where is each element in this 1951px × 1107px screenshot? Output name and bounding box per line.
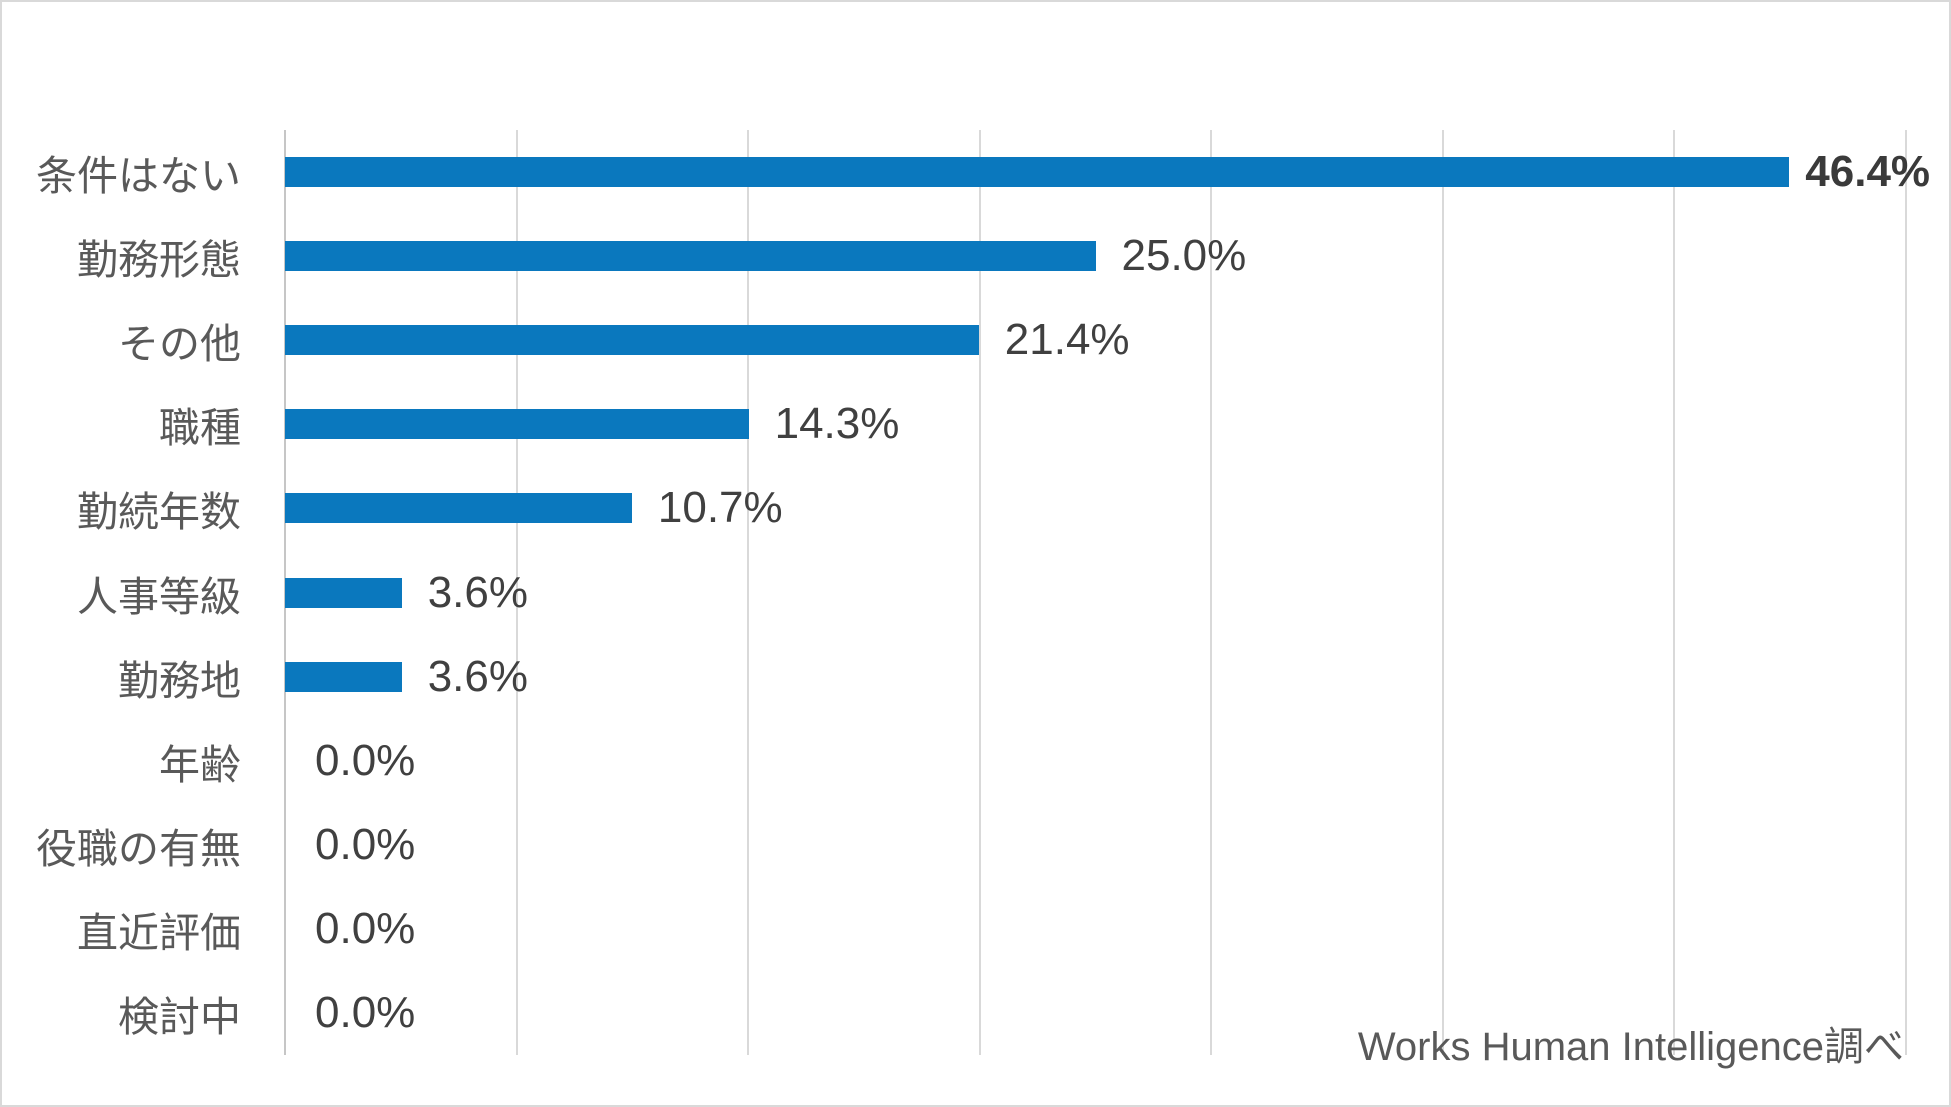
category-label: 人事等級 (77, 573, 241, 620)
category-label: その他 (118, 321, 241, 368)
bar-row: 勤続年数 10.7% (2, 466, 1906, 550)
category-label: 検討中 (118, 993, 241, 1040)
vertical-gridline (515, 130, 518, 1055)
value-label: 0.0% (315, 903, 416, 953)
vertical-gridline (1210, 130, 1213, 1055)
bar (285, 577, 402, 608)
category-label: 条件はない (36, 153, 241, 200)
bar-row: 条件はない 46.4% (2, 130, 1930, 214)
bar-zone: 0.0% (285, 719, 1906, 803)
vertical-gridline (747, 130, 750, 1055)
category-label: 役職の有無 (36, 825, 241, 872)
category-label: 勤務地 (118, 657, 241, 704)
bar (285, 157, 1790, 188)
value-label: 25.0% (1121, 231, 1247, 281)
bar-zone: 21.4% (285, 298, 1906, 382)
bar-rows: 条件はない 46.4% 勤務形態 25.0% その他 21.4% 職種 14.3% 勤続年数 10… (2, 130, 1930, 1055)
value-label: 3.6% (427, 651, 528, 701)
bar (285, 241, 1096, 272)
bar-row: 人事等級 3.6% (2, 550, 1906, 634)
value-label: 10.7% (657, 483, 783, 533)
bar-row: 職種 14.3% (2, 382, 1906, 466)
bar-row: その他 21.4% (2, 298, 1906, 382)
bar-row: 直近評価 0.0% (2, 887, 1906, 971)
bar-zone: 46.4% (285, 130, 1930, 214)
category-label: 職種 (159, 405, 241, 452)
vertical-gridline (978, 130, 981, 1055)
value-label: 3.6% (427, 567, 528, 617)
bar-zone: 14.3% (285, 382, 1906, 466)
category-label: 年齢 (159, 741, 241, 788)
bar (285, 409, 749, 440)
vertical-gridline (1905, 130, 1907, 1055)
bar (285, 661, 402, 692)
vertical-gridline (1441, 130, 1444, 1055)
bar-row: 年齢 0.0% (2, 719, 1906, 803)
value-label: 0.0% (315, 987, 416, 1037)
bar-zone: 0.0% (285, 971, 1906, 1055)
bar-zone: 3.6% (285, 635, 1906, 719)
bar-zone: 0.0% (285, 803, 1906, 887)
vertical-gridline (1673, 130, 1676, 1055)
bar-zone: 0.0% (285, 887, 1906, 971)
source-attribution: Works Human Intelligence調べ (1357, 1025, 1904, 1069)
value-label: 46.4% (1805, 147, 1931, 197)
category-label: 直近評価 (77, 909, 241, 956)
value-label: 21.4% (1004, 315, 1130, 365)
bar-row: 勤務地 3.6% (2, 635, 1906, 719)
bar (285, 325, 979, 356)
bar (285, 493, 632, 524)
category-label: 勤務形態 (77, 237, 241, 284)
bar-row: 検討中 0.0% (2, 971, 1906, 1055)
bar-row: 役職の有無 0.0% (2, 803, 1906, 887)
category-label: 勤続年数 (77, 489, 241, 536)
value-label: 0.0% (315, 819, 416, 869)
bar-zone: 25.0% (285, 214, 1906, 298)
bar-zone: 10.7% (285, 466, 1906, 550)
bar-zone: 3.6% (285, 550, 1906, 634)
value-label: 0.0% (315, 735, 416, 785)
bar-row: 勤務形態 25.0% (2, 214, 1906, 298)
value-label: 14.3% (774, 399, 900, 449)
